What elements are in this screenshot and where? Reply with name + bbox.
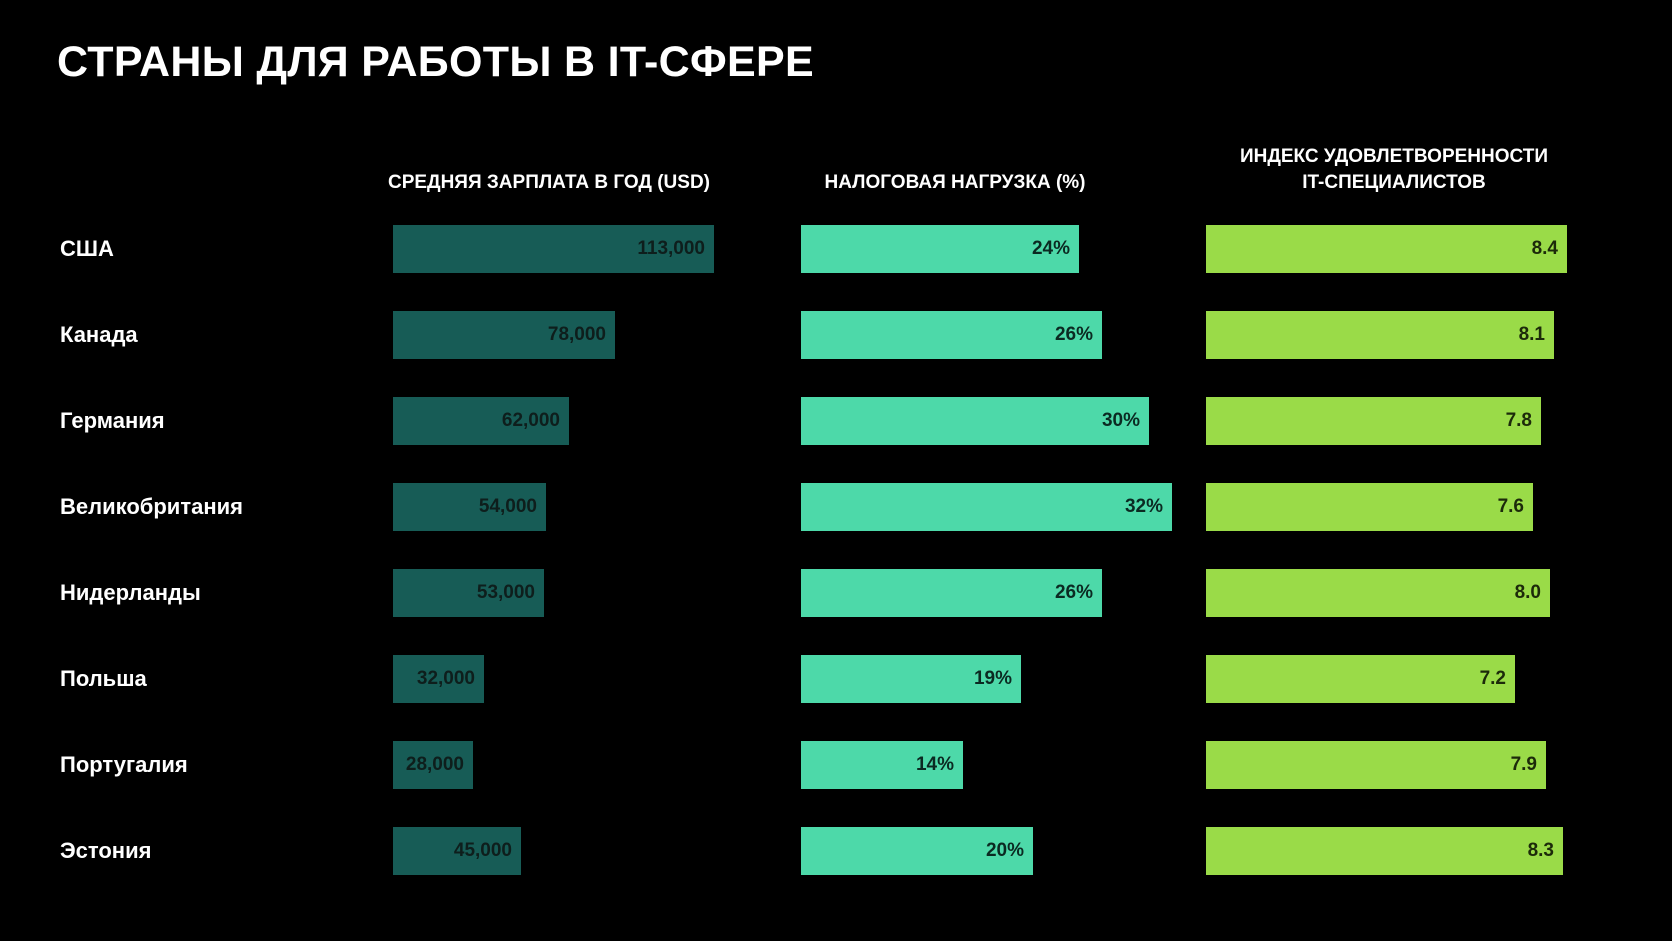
bar-series-1: 113,000 xyxy=(393,225,714,273)
chart-title: СТРАНЫ ДЛЯ РАБОТЫ В IT-СФЕРЕ xyxy=(57,38,814,86)
category-label: Великобритания xyxy=(60,494,243,519)
column-header-line: НАЛОГОВАЯ НАГРУЗКА (%) xyxy=(824,172,1086,193)
bar-series-3: 7.8 xyxy=(1206,397,1541,445)
bar-series-2: 32% xyxy=(801,483,1172,531)
column-header-3: ИНДЕКС УДОВЛЕТВОРЕННОСТИ IT-СПЕЦИАЛИСТОВ xyxy=(1094,144,1672,196)
category-label: Нидерланды xyxy=(60,580,201,605)
bar-value-label: 62,000 xyxy=(501,410,560,431)
bar-value-label: 78,000 xyxy=(547,324,606,345)
bar-value-label: 113,000 xyxy=(637,238,705,259)
bar-value-label: 28,000 xyxy=(405,754,464,775)
column-header-line: IT-СПЕЦИАЛИСТОВ xyxy=(1302,172,1486,193)
bar-series-1: 53,000 xyxy=(393,569,544,617)
bar-series-1: 32,000 xyxy=(393,655,484,703)
bar-series-2: 26% xyxy=(801,311,1102,359)
column-header-line: СРЕДНЯЯ ЗАРПЛАТА В ГОД (USD) xyxy=(387,172,711,193)
bar-value-label: 45,000 xyxy=(453,840,512,861)
bar-series-2: 20% xyxy=(801,827,1033,875)
bar-series-1: 54,000 xyxy=(393,483,546,531)
bar-value-label: 7.9 xyxy=(1510,754,1537,775)
bar-series-2: 24% xyxy=(801,225,1079,273)
bar-value-label: 24% xyxy=(1031,238,1070,259)
bar-series-2: 26% xyxy=(801,569,1102,617)
bar-value-label: 8.4 xyxy=(1531,238,1558,259)
bar-series-3: 8.1 xyxy=(1206,311,1554,359)
bar-value-label: 7.8 xyxy=(1505,410,1532,431)
bar-value-label: 32% xyxy=(1124,496,1163,517)
bar-value-label: 26% xyxy=(1054,582,1093,603)
category-label: Польша xyxy=(60,666,147,691)
bar-series-1: 45,000 xyxy=(393,827,521,875)
bar-series-3: 8.0 xyxy=(1206,569,1550,617)
bar-series-3: 8.4 xyxy=(1206,225,1567,273)
category-label: Канада xyxy=(60,322,138,347)
bar-series-1: 62,000 xyxy=(393,397,569,445)
bar-series-2: 19% xyxy=(801,655,1021,703)
category-label: Эстония xyxy=(60,838,152,863)
category-label: США xyxy=(60,236,114,261)
bar-series-3: 8.3 xyxy=(1206,827,1563,875)
bar-value-label: 20% xyxy=(985,840,1024,861)
bar-series-3: 7.9 xyxy=(1206,741,1546,789)
bar-series-1: 28,000 xyxy=(393,741,473,789)
bar-value-label: 7.2 xyxy=(1479,668,1506,689)
bar-value-label: 7.6 xyxy=(1497,496,1524,517)
column-header-line: ИНДЕКС УДОВЛЕТВОРЕННОСТИ xyxy=(1239,146,1549,167)
bar-value-label: 54,000 xyxy=(478,496,537,517)
bar-value-label: 26% xyxy=(1054,324,1093,345)
bar-value-label: 8.3 xyxy=(1527,840,1554,861)
bar-value-label: 19% xyxy=(973,668,1012,689)
bar-value-label: 8.1 xyxy=(1518,324,1545,345)
category-label: Португалия xyxy=(60,752,188,777)
bar-value-label: 30% xyxy=(1101,410,1140,431)
bar-series-3: 7.6 xyxy=(1206,483,1533,531)
bar-series-2: 14% xyxy=(801,741,963,789)
bar-value-label: 53,000 xyxy=(476,582,535,603)
bar-value-label: 14% xyxy=(915,754,954,775)
column-header-2: НАЛОГОВАЯ НАГРУЗКА (%) xyxy=(655,170,1255,196)
column-header-1: СРЕДНЯЯ ЗАРПЛАТА В ГОД (USD) xyxy=(249,170,849,196)
bar-value-label: 32,000 xyxy=(416,668,475,689)
bar-value-label: 8.0 xyxy=(1514,582,1541,603)
category-label: Германия xyxy=(60,408,165,433)
bar-series-1: 78,000 xyxy=(393,311,615,359)
bar-series-3: 7.2 xyxy=(1206,655,1515,703)
bar-series-2: 30% xyxy=(801,397,1149,445)
